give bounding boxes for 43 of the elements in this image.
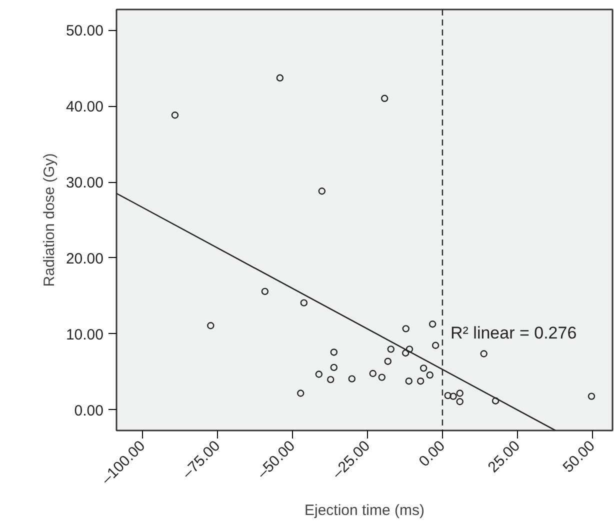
point [380,94,388,102]
point [450,392,457,400]
point [300,299,308,306]
point [456,398,464,406]
point [327,376,334,384]
point [432,342,440,349]
point [456,390,464,397]
point [406,346,414,353]
point [207,322,214,330]
y-axis-title: Radiation dose (Gy) [40,153,58,287]
x-axis-title: Ejection time (ms) [304,502,425,519]
y-tick-label: 40.00 [66,98,104,116]
point [261,288,269,296]
point [318,188,326,195]
point [428,320,436,328]
point [420,364,428,372]
point [297,390,304,397]
point [588,392,596,400]
y-tick-label: 30.00 [66,174,104,192]
point [444,392,452,400]
y-tick-label: 10.00 [66,326,104,344]
point [330,348,338,356]
point [330,364,338,372]
point [315,370,323,378]
annotation: R² linear = 0.276 [450,324,577,342]
y-tick-label: 50.00 [66,22,104,40]
point [426,371,434,379]
point [171,112,179,119]
point [348,375,356,382]
point [402,325,410,332]
point [492,397,500,404]
point [405,378,412,385]
point [387,346,394,353]
point [480,350,488,358]
x-tick-label: 0.00 [416,437,448,470]
point [416,378,424,385]
point [378,374,386,381]
point [384,358,392,365]
y-tick-label: 20.00 [66,250,104,268]
point [402,349,410,357]
point [276,74,284,82]
point [369,370,376,378]
y-tick-label: 0.00 [74,402,104,420]
